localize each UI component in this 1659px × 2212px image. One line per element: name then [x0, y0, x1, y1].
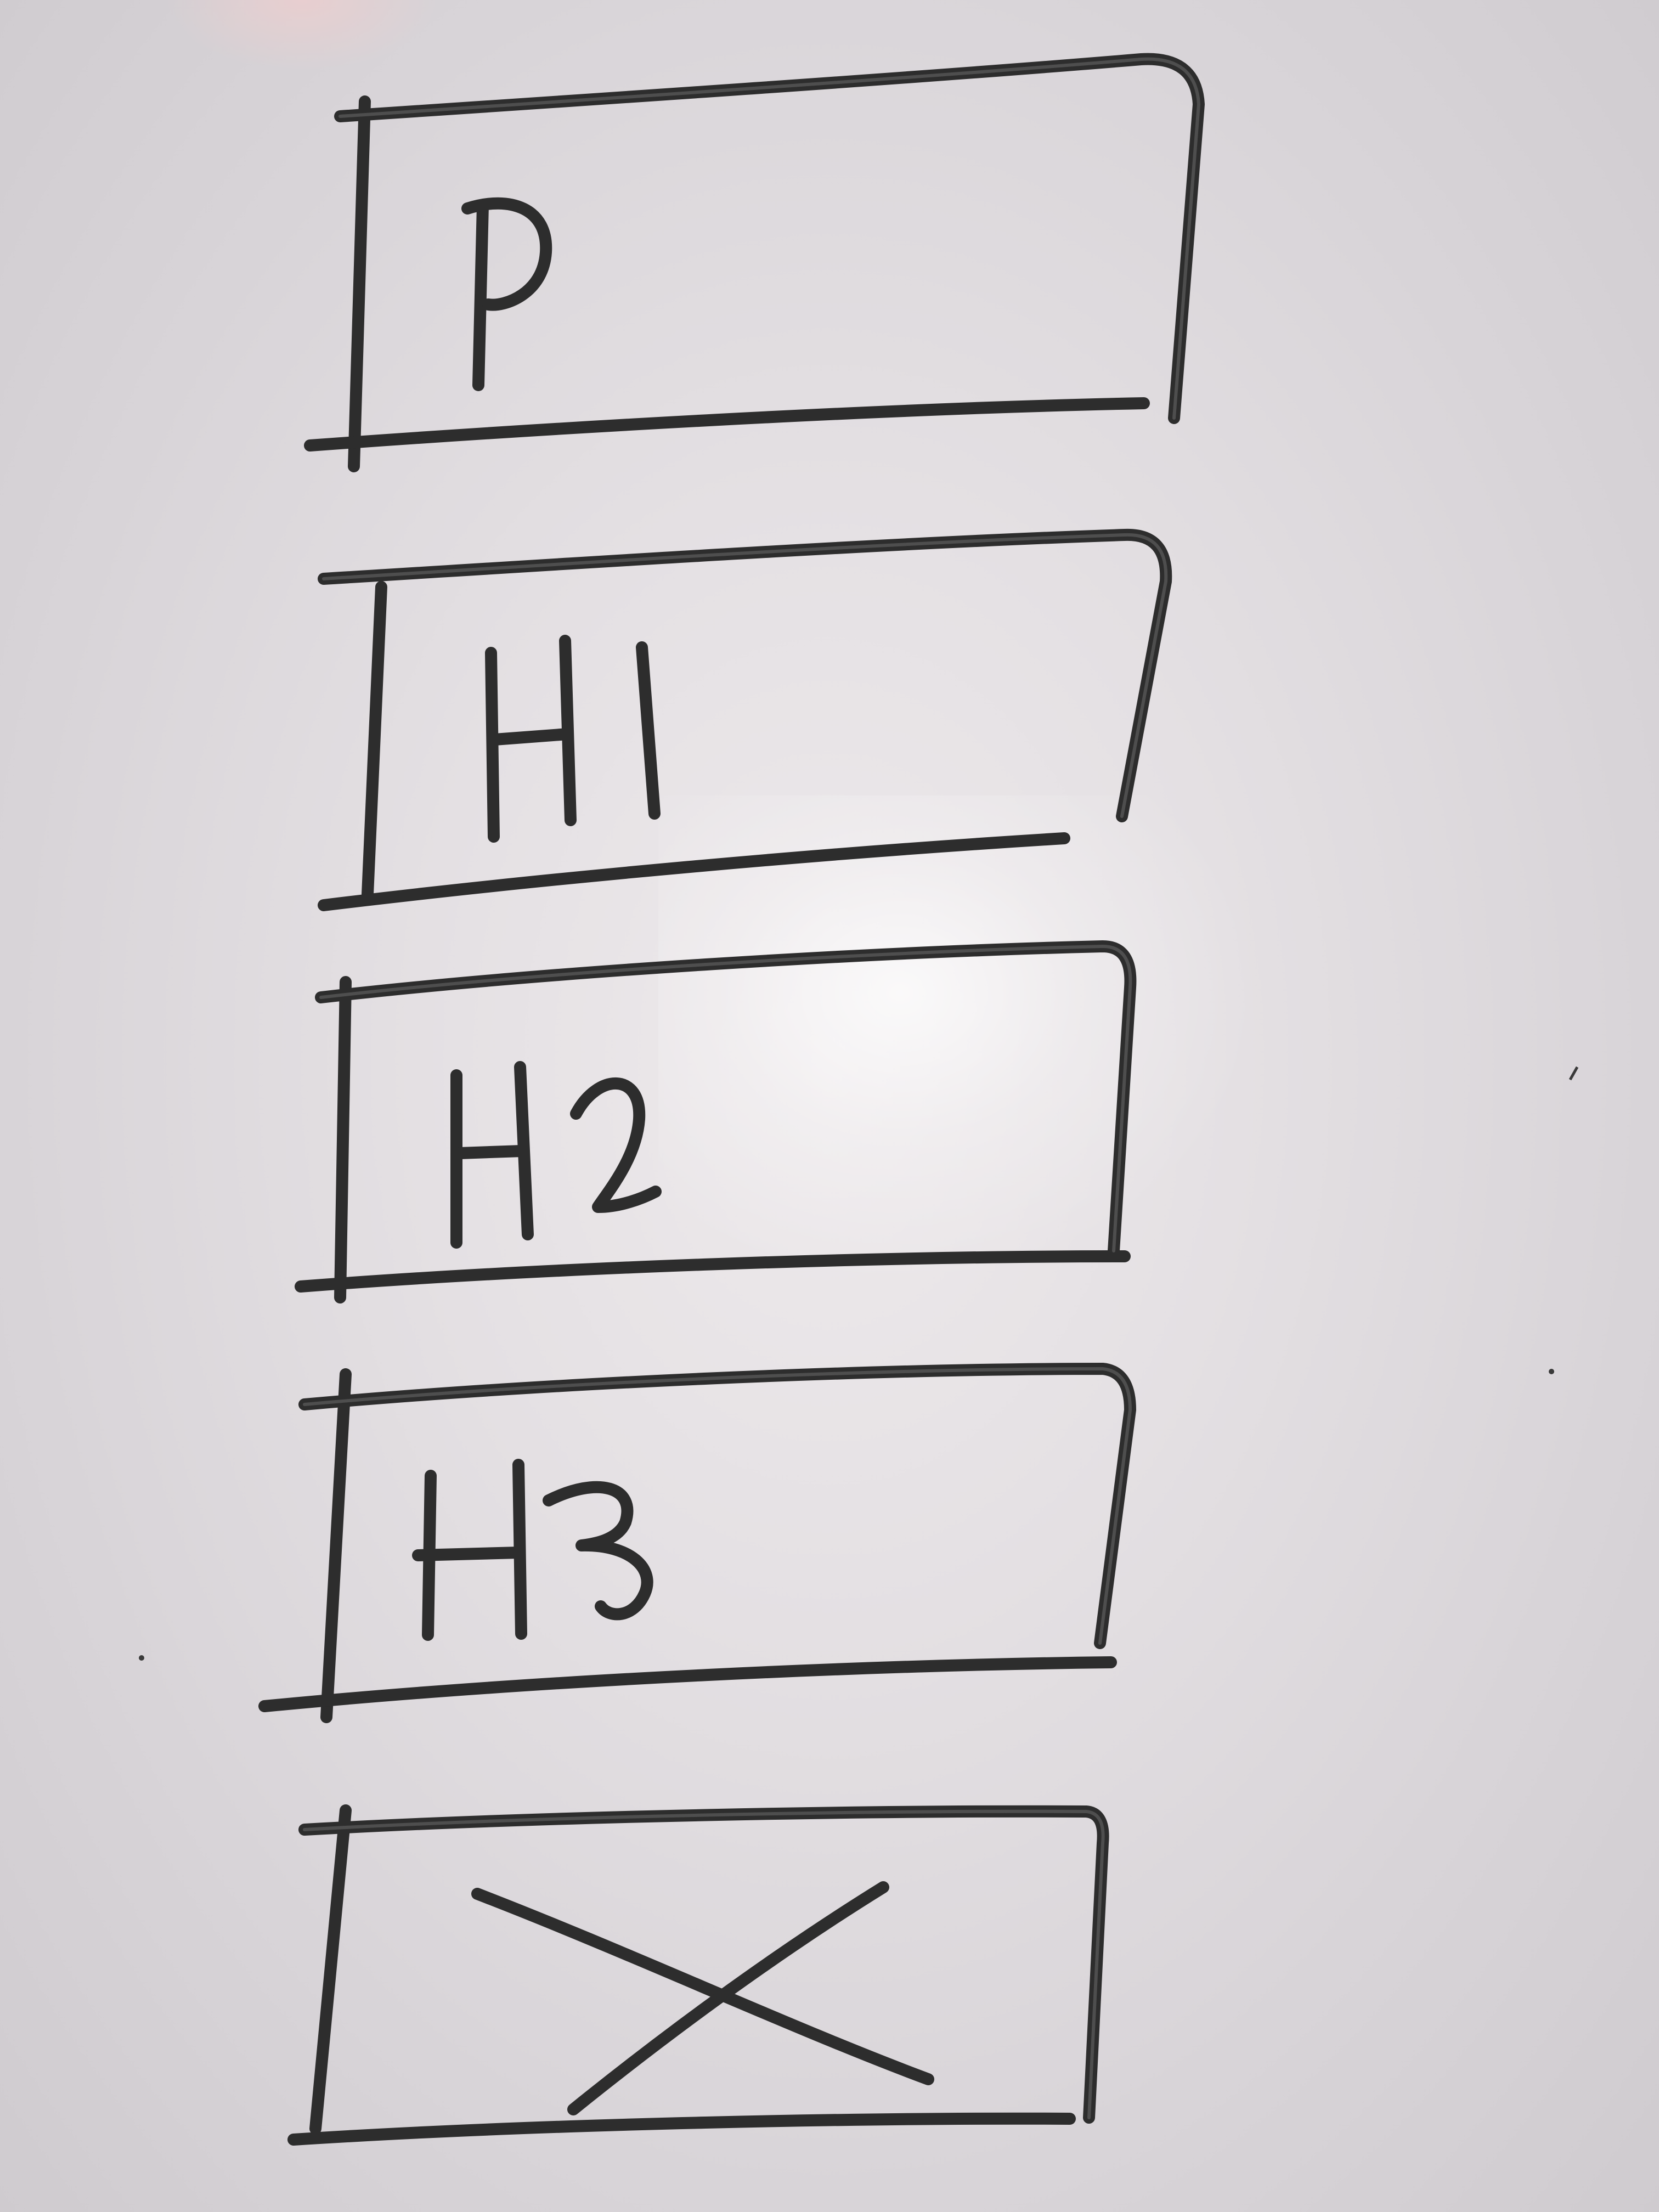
- speck-dot: [1549, 1369, 1554, 1374]
- cross-x-icon: [471, 1881, 934, 2115]
- letter-p-strokes: [461, 197, 552, 391]
- box-image-placeholder-outline: [287, 1804, 1109, 2146]
- box-p-outline: [304, 53, 1205, 472]
- speck-dot: [139, 1655, 144, 1661]
- box-h3-outline: [258, 1363, 1136, 1723]
- box-h1-outline: [318, 528, 1172, 911]
- box-h2-outline: [295, 940, 1137, 1304]
- letters-h2-strokes: [450, 1061, 662, 1249]
- speck-mark: [1568, 1066, 1579, 1081]
- letters-h1-strokes: [485, 635, 661, 843]
- letters-h3-strokes: [412, 1459, 653, 1641]
